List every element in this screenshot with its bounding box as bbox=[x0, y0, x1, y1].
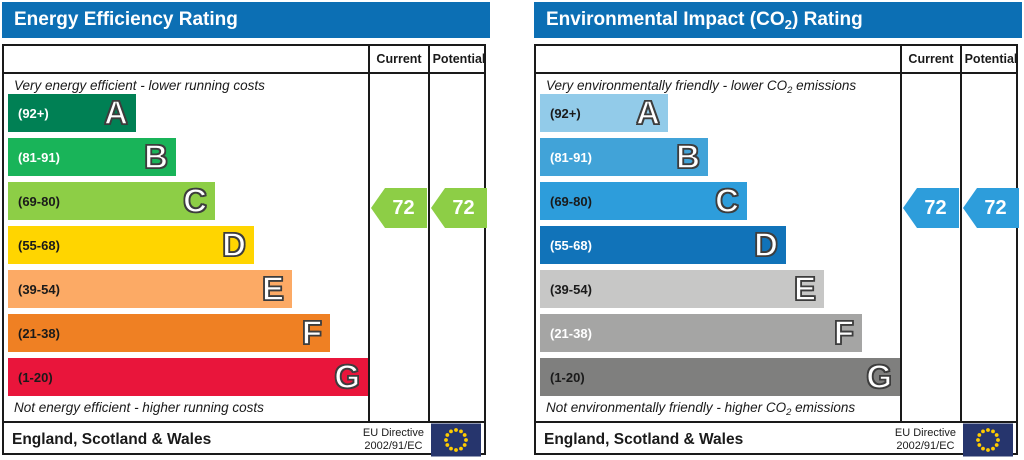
band-range-label: (39-54) bbox=[18, 281, 60, 297]
current-column-header: Current bbox=[376, 52, 422, 66]
band-b: (81-91) B bbox=[8, 137, 176, 176]
potential-rating-arrow: 72 bbox=[963, 188, 1019, 228]
bands-area: Very energy efficient - lower running co… bbox=[4, 74, 368, 421]
current-rating-arrow: 72 bbox=[371, 188, 427, 228]
band-range-label: (39-54) bbox=[550, 281, 592, 297]
band-grade-letter: D bbox=[221, 225, 246, 264]
header-row-divider bbox=[536, 72, 1016, 74]
current-rating-value: 72 bbox=[924, 196, 947, 219]
eu-directive-label: EU Directive 2002/91/EC bbox=[894, 427, 956, 452]
bands-area: Very environmentally friendly - lower CO… bbox=[536, 74, 900, 421]
rating-table: Current Potential Very energy efficient … bbox=[2, 44, 487, 457]
potential-rating-arrow: 72 bbox=[431, 188, 487, 228]
eu-flag-icon bbox=[963, 423, 1013, 457]
band-g: (1-20) G bbox=[540, 357, 900, 396]
band-range-label: (21-38) bbox=[550, 325, 592, 341]
potential-column-header: Potential bbox=[432, 52, 486, 66]
band-grade-letter: E bbox=[261, 269, 285, 308]
band-c: (69-80) C bbox=[540, 181, 747, 220]
band-e: (39-54) E bbox=[8, 269, 292, 308]
footer-row-divider bbox=[4, 421, 484, 423]
page-title: Environmental Impact (CO2) Rating bbox=[546, 9, 863, 33]
band-grade-letter: G bbox=[866, 357, 893, 396]
band-d: (55-68) D bbox=[8, 225, 254, 264]
top-note: Very energy efficient - lower running co… bbox=[14, 78, 265, 93]
potential-rating-value: 72 bbox=[984, 196, 1007, 219]
band-grade-letter: E bbox=[793, 269, 817, 308]
band-range-label: (1-20) bbox=[550, 369, 585, 385]
table-footer: England, Scotland & Wales EU Directive 20… bbox=[4, 423, 484, 457]
bands: (92+) A (81-91) B (69-80) C (55-68) D (39-54) E (2… bbox=[540, 93, 900, 402]
band-grade-letter: C bbox=[182, 181, 207, 220]
band-range-label: (21-38) bbox=[18, 325, 60, 341]
band-grade-letter: D bbox=[753, 225, 778, 264]
band-range-label: (55-68) bbox=[550, 237, 592, 253]
band-c: (69-80) C bbox=[8, 181, 215, 220]
band-grade-letter: B bbox=[143, 137, 168, 176]
eu-directive-label: EU Directive 2002/91/EC bbox=[362, 427, 424, 452]
band-range-label: (55-68) bbox=[18, 237, 60, 253]
band-range-label: (81-91) bbox=[18, 149, 60, 165]
band-grade-letter: G bbox=[334, 357, 361, 396]
band-f: (21-38) F bbox=[8, 313, 330, 352]
band-b: (81-91) B bbox=[540, 137, 708, 176]
band-f: (21-38) F bbox=[540, 313, 862, 352]
band-grade-letter: A bbox=[103, 93, 128, 132]
region-label: England, Scotland & Wales bbox=[544, 431, 744, 448]
band-grade-letter: B bbox=[675, 137, 700, 176]
current-column-header: Current bbox=[908, 52, 954, 66]
header-row-divider bbox=[4, 72, 484, 74]
potential-rating-value: 72 bbox=[452, 196, 475, 219]
band-grade-letter: F bbox=[301, 313, 323, 352]
band-grade-letter: F bbox=[833, 313, 855, 352]
column-divider bbox=[900, 46, 902, 423]
top-note: Very environmentally friendly - lower CO… bbox=[546, 78, 857, 97]
band-range-label: (92+) bbox=[18, 105, 49, 121]
footer-row-divider bbox=[536, 421, 1016, 423]
current-rating-arrow: 72 bbox=[903, 188, 959, 228]
environmental-impact-chart: Environmental Impact (CO2) Rating Curren… bbox=[534, 0, 1022, 460]
band-grade-letter: C bbox=[714, 181, 739, 220]
region-label: England, Scotland & Wales bbox=[12, 431, 212, 448]
current-rating-value: 72 bbox=[392, 196, 415, 219]
energy-efficiency-chart: Energy Efficiency Rating Current Potenti… bbox=[2, 0, 490, 460]
band-range-label: (1-20) bbox=[18, 369, 53, 385]
potential-column-header: Potential bbox=[964, 52, 1018, 66]
band-range-label: (92+) bbox=[550, 105, 581, 121]
band-d: (55-68) D bbox=[540, 225, 786, 264]
column-divider bbox=[960, 46, 962, 423]
band-range-label: (69-80) bbox=[550, 193, 592, 209]
column-divider bbox=[428, 46, 430, 423]
bottom-note: Not energy efficient - higher running co… bbox=[14, 400, 264, 415]
band-e: (39-54) E bbox=[540, 269, 824, 308]
band-g: (1-20) G bbox=[8, 357, 368, 396]
band-range-label: (69-80) bbox=[18, 193, 60, 209]
chart-title-bar: Environmental Impact (CO2) Rating bbox=[534, 2, 1022, 38]
band-range-label: (81-91) bbox=[550, 149, 592, 165]
eu-flag-icon bbox=[431, 423, 481, 457]
chart-title-bar: Energy Efficiency Rating bbox=[2, 2, 490, 38]
rating-table: Current Potential Very environmentally f… bbox=[534, 44, 1019, 457]
page-title: Energy Efficiency Rating bbox=[14, 9, 238, 30]
table-footer: England, Scotland & Wales EU Directive 20… bbox=[536, 423, 1016, 457]
band-a: (92+) A bbox=[8, 93, 136, 132]
bands: (92+) A (81-91) B (69-80) C (55-68) D (39-54) E (2… bbox=[8, 93, 368, 402]
band-a: (92+) A bbox=[540, 93, 668, 132]
column-divider bbox=[368, 46, 370, 423]
bottom-note: Not environmentally friendly - higher CO… bbox=[546, 400, 856, 419]
band-grade-letter: A bbox=[635, 93, 660, 132]
